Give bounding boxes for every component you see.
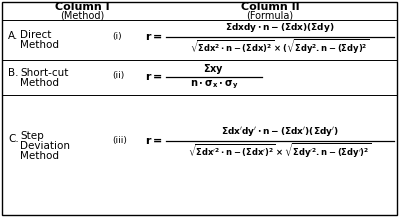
- Text: Column I: Column I: [55, 2, 109, 12]
- Text: Direct: Direct: [20, 30, 51, 40]
- Text: Step: Step: [20, 131, 44, 141]
- Text: Method: Method: [20, 77, 59, 87]
- Text: $\mathbf{r =}$: $\mathbf{r =}$: [145, 71, 163, 82]
- Text: Column II: Column II: [241, 2, 299, 12]
- Text: (ii): (ii): [112, 71, 124, 80]
- Text: $\mathbf{\Sigma dx'dy' \cdot n - (\Sigma dx')(\Sigma dy')}$: $\mathbf{\Sigma dx'dy' \cdot n - (\Sigma…: [221, 125, 339, 138]
- Text: $\mathbf{\sqrt{\Sigma dx^2 \cdot n - (\Sigma dx)^2} \times (\sqrt{\Sigma dy^2 . : $\mathbf{\sqrt{\Sigma dx^2 \cdot n - (\S…: [190, 37, 369, 57]
- Text: B.: B.: [8, 69, 18, 79]
- Text: (Method): (Method): [60, 11, 104, 21]
- Text: (i): (i): [112, 33, 122, 41]
- Text: $\mathbf{\Sigma dxdy \cdot n - (\Sigma dx)(\Sigma dy)}$: $\mathbf{\Sigma dxdy \cdot n - (\Sigma d…: [225, 21, 335, 35]
- Text: A.: A.: [8, 31, 18, 41]
- Text: C.: C.: [8, 134, 19, 144]
- Text: $\mathbf{r =}$: $\mathbf{r =}$: [145, 135, 163, 146]
- Text: Deviation: Deviation: [20, 141, 70, 151]
- Text: Method: Method: [20, 151, 59, 161]
- Text: (iii): (iii): [112, 135, 127, 145]
- Text: (Formula): (Formula): [247, 11, 294, 21]
- Text: $\mathbf{n \cdot \sigma_x \cdot \sigma_y}$: $\mathbf{n \cdot \sigma_x \cdot \sigma_y…: [190, 78, 238, 91]
- Text: $\mathbf{\sqrt{\Sigma dx'^2 \cdot n - (\Sigma dx')^2} \times \sqrt{\Sigma dy'^2 : $\mathbf{\sqrt{\Sigma dx'^2 \cdot n - (\…: [188, 141, 371, 161]
- Text: $\mathbf{r =}$: $\mathbf{r =}$: [145, 31, 163, 43]
- Text: Method: Method: [20, 40, 59, 50]
- Text: Short-cut: Short-cut: [20, 67, 68, 77]
- Text: $\mathbf{\Sigma xy}$: $\mathbf{\Sigma xy}$: [203, 61, 225, 76]
